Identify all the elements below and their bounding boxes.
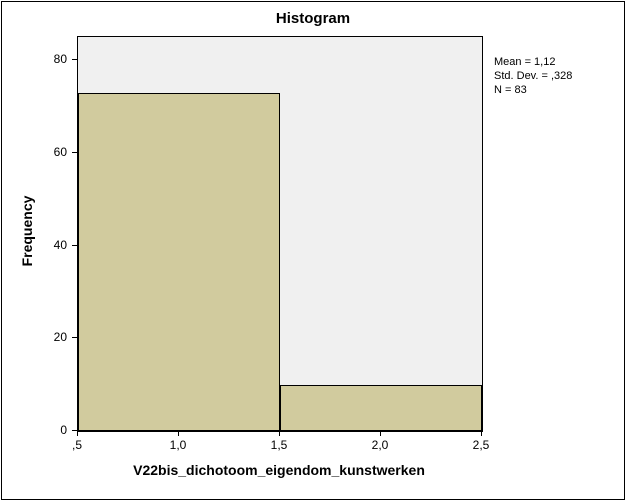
x-tick-mark bbox=[279, 431, 280, 436]
histogram-bar bbox=[280, 385, 482, 431]
x-tick-label: 2,0 bbox=[372, 438, 389, 452]
stat-mean: Mean = 1,12 bbox=[494, 56, 572, 70]
x-axis-label: V22bis_dichotoom_eigendom_kunstwerken bbox=[77, 462, 481, 478]
y-tick-mark bbox=[72, 245, 77, 246]
x-tick-mark bbox=[77, 431, 78, 436]
stat-stddev: Std. Dev. = ,328 bbox=[494, 70, 572, 84]
histogram-bar bbox=[78, 93, 280, 431]
y-tick-mark bbox=[72, 152, 77, 153]
y-tick-label: 40 bbox=[54, 238, 67, 252]
y-tick-label: 60 bbox=[54, 145, 67, 159]
y-tick-label: 80 bbox=[54, 52, 67, 66]
histogram-chart: Histogram Mean = 1,12 Std. Dev. = ,328 N… bbox=[0, 0, 626, 501]
stats-box: Mean = 1,12 Std. Dev. = ,328 N = 83 bbox=[494, 56, 572, 97]
y-tick-mark bbox=[72, 59, 77, 60]
x-tick-mark bbox=[481, 431, 482, 436]
x-tick-label: 2,5 bbox=[473, 438, 490, 452]
x-tick-label: 1,0 bbox=[170, 438, 187, 452]
plot-area bbox=[77, 36, 483, 432]
x-tick-label: ,5 bbox=[72, 438, 82, 452]
x-tick-label: 1,5 bbox=[271, 438, 288, 452]
stat-n: N = 83 bbox=[494, 84, 572, 98]
y-tick-label: 0 bbox=[60, 423, 67, 437]
y-tick-label: 20 bbox=[54, 330, 67, 344]
chart-title: Histogram bbox=[0, 10, 626, 27]
x-tick-mark bbox=[178, 431, 179, 436]
y-axis-label: Frequency bbox=[19, 191, 35, 271]
x-tick-mark bbox=[380, 431, 381, 436]
y-tick-mark bbox=[72, 337, 77, 338]
bars-layer bbox=[78, 37, 482, 431]
